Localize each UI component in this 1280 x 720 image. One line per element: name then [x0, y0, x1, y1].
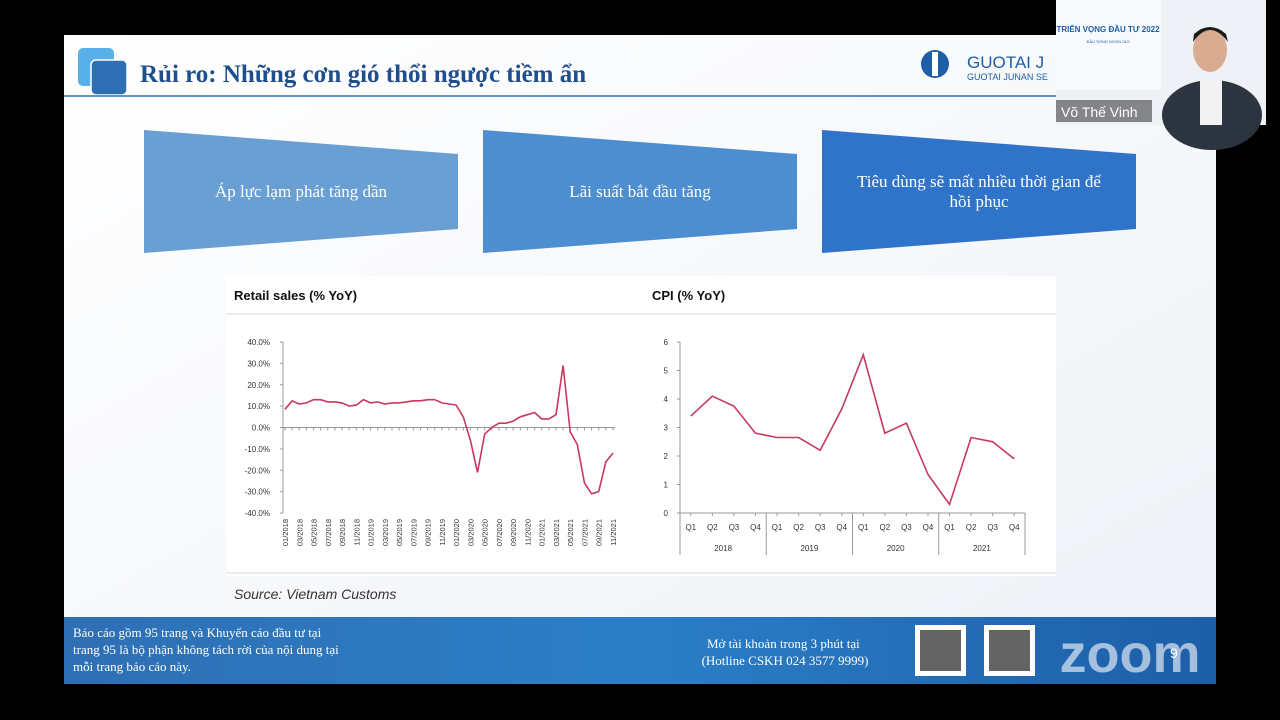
y-tick-label: 4: [664, 395, 669, 404]
x-tick-label: Q1: [858, 523, 869, 532]
footer-hotline: Mở tài khoản trong 3 phút tại (Hotline C…: [702, 636, 869, 668]
x-tick-label: 03/2018: [295, 519, 304, 546]
y-tick-label: 0: [664, 509, 669, 518]
banner-subtitle: ĐẦU SÓNG NGỌN GIÓ: [1087, 39, 1130, 44]
banner-title: TRIỂN VỌNG ĐẦU TƯ 2022: [1056, 24, 1160, 34]
y-tick-label: 1: [664, 481, 669, 490]
group-label: 2019: [800, 544, 818, 553]
box: [144, 130, 458, 253]
y-tick-label: 6: [664, 338, 669, 347]
chart-title: CPI (% YoY): [652, 288, 725, 303]
y-tick-label: 20.0%: [247, 381, 270, 390]
y-tick-label: 5: [664, 367, 669, 376]
x-tick-label: 11/2018: [352, 519, 361, 546]
x-tick-label: Q1: [685, 523, 696, 532]
x-tick-label: Q4: [750, 523, 761, 532]
footer-disclaimer: Báo cáo gồm 95 trang và Khuyến cáo đầu t…: [73, 625, 342, 674]
data-line: [690, 352, 1015, 507]
x-tick-label: 07/2021: [580, 519, 589, 546]
x-tick-label: Q3: [987, 523, 998, 532]
y-tick-label: -10.0%: [245, 445, 270, 454]
qr-code: [915, 625, 966, 676]
y-tick-label: 0.0%: [252, 424, 270, 433]
x-tick-label: Q2: [880, 523, 891, 532]
header-icon: [90, 59, 128, 96]
video-tile[interactable]: TRIỂN VỌNG ĐẦU TƯ 2022 ĐẦU SÓNG NGỌN GIÓ…: [1056, 0, 1266, 150]
person: [1193, 28, 1227, 72]
x-tick-label: Q1: [772, 523, 783, 532]
x-tick-label: Q2: [707, 523, 718, 532]
x-tick-label: 03/2021: [552, 519, 561, 546]
group-label: 2020: [887, 544, 905, 553]
x-tick-label: Q2: [793, 523, 804, 532]
group-label: 2021: [973, 544, 991, 553]
box-text: Tiêu dùng sẽ mất nhiều thời gian để: [857, 172, 1101, 191]
x-tick-label: Q4: [1009, 523, 1020, 532]
y-tick-label: 30.0%: [247, 359, 270, 368]
x-tick-label: 09/2019: [424, 519, 433, 546]
person: [1193, 27, 1228, 42]
zoom-watermark: zoom: [1060, 624, 1201, 684]
source-note: Source: Vietnam Customs: [234, 586, 396, 602]
qr-code: [984, 625, 1035, 676]
y-tick-label: -20.0%: [245, 466, 270, 475]
x-tick-label: 03/2019: [381, 519, 390, 546]
page-number: 9: [1170, 645, 1178, 661]
x-tick-label: Q2: [966, 523, 977, 532]
x-tick-label: 11/2019: [438, 519, 447, 546]
data-line: [284, 365, 614, 495]
chart-title: Retail sales (% YoY): [234, 288, 357, 303]
logo-subtext: GUOTAI JUNAN SE: [967, 72, 1048, 82]
y-tick-label: 3: [664, 424, 669, 433]
box-text: Lãi suất bắt đầu tăng: [569, 182, 711, 201]
box: [483, 130, 797, 253]
x-tick-label: 01/2019: [367, 519, 376, 546]
y-tick-label: 10.0%: [247, 402, 270, 411]
y-tick-label: 2: [664, 452, 669, 461]
x-tick-label: 05/2019: [395, 519, 404, 546]
x-tick-label: 07/2019: [409, 519, 418, 546]
name-plate: [1056, 100, 1152, 122]
group-label: 2018: [714, 544, 732, 553]
x-tick-label: 01/2020: [452, 519, 461, 546]
x-tick-label: Q1: [944, 523, 955, 532]
x-tick-label: 03/2020: [466, 519, 475, 546]
box-text: Áp lực lạm phát tăng dần: [215, 182, 388, 201]
logo-mark: [932, 52, 938, 76]
x-tick-label: 11/2020: [523, 519, 532, 546]
y-tick-label: -40.0%: [245, 509, 270, 518]
x-tick-label: 09/2018: [338, 519, 347, 546]
y-tick-label: 40.0%: [247, 338, 270, 347]
x-tick-label: Q3: [729, 523, 740, 532]
x-tick-label: Q3: [901, 523, 912, 532]
x-tick-label: 07/2020: [495, 519, 504, 546]
x-tick-label: Q4: [923, 523, 934, 532]
x-tick-label: 01/2021: [538, 519, 547, 546]
x-tick-label: 01/2018: [281, 519, 290, 546]
person: [1200, 80, 1222, 125]
x-tick-label: Q4: [836, 523, 847, 532]
banner: [1056, 0, 1161, 90]
box-text: hồi phục: [949, 192, 1008, 211]
x-tick-label: Q3: [815, 523, 826, 532]
slide-title: Rủi ro: Những cơn gió thổi ngược tiềm ẩn: [140, 61, 586, 88]
logo-text: GUOTAI J: [967, 53, 1044, 72]
x-tick-label: 05/2021: [566, 519, 575, 546]
x-tick-label: 05/2018: [310, 519, 319, 546]
chart-panel: [226, 276, 1056, 576]
x-tick-label: 09/2021: [595, 519, 604, 546]
x-tick-label: 09/2020: [509, 519, 518, 546]
x-tick-label: 07/2018: [324, 519, 333, 546]
y-tick-label: -30.0%: [245, 488, 270, 497]
participant-name: Võ Thế Vinh: [1061, 104, 1138, 120]
x-tick-label: 05/2020: [481, 519, 490, 546]
x-tick-label: 11/2021: [609, 519, 618, 546]
box: [822, 130, 1136, 253]
